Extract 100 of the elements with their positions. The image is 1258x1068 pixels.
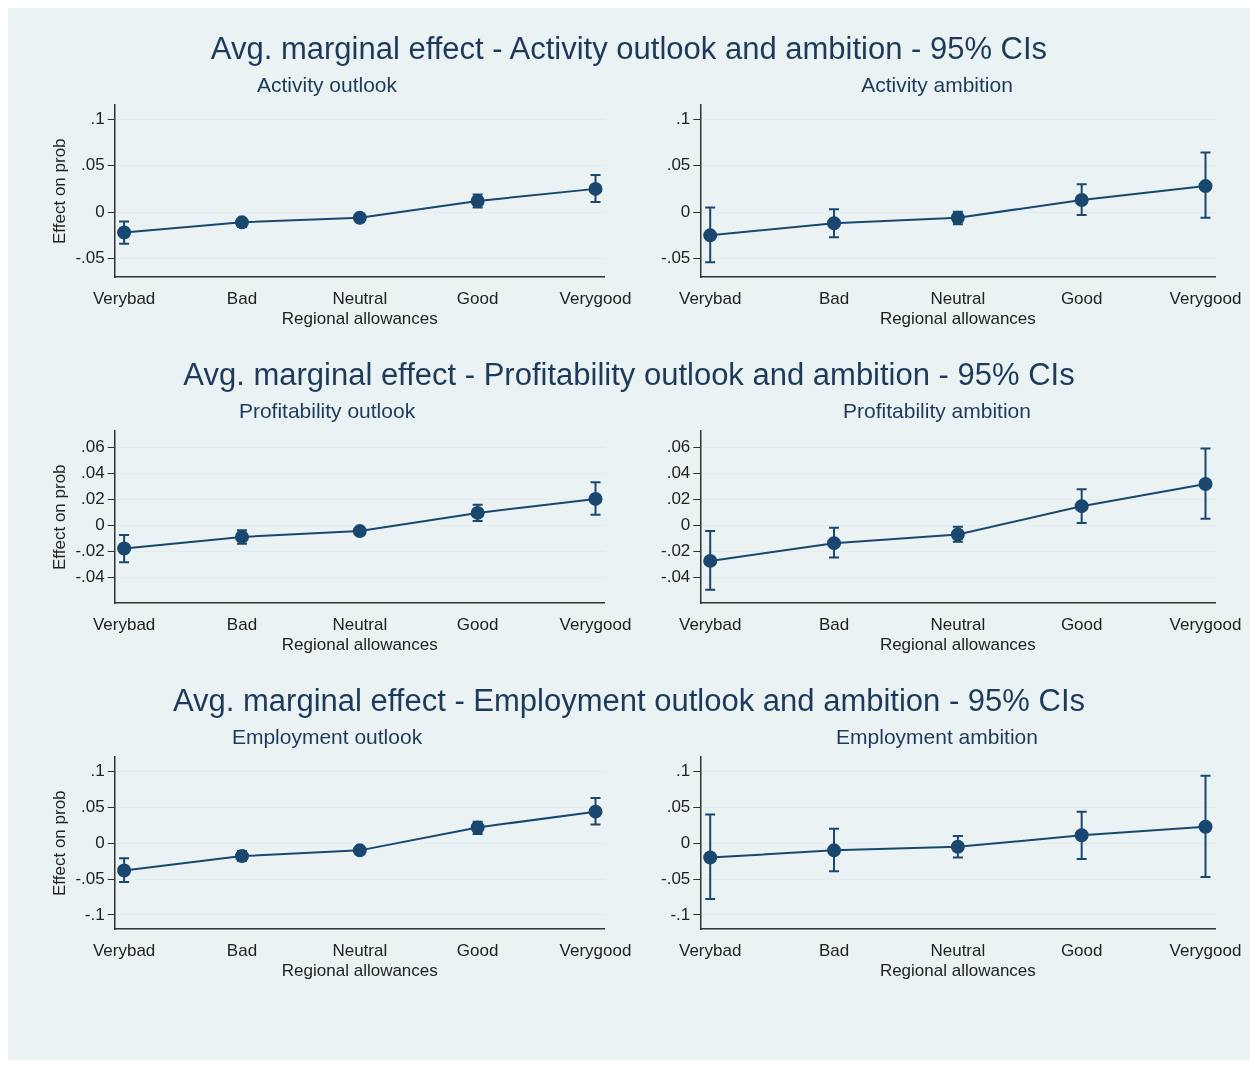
- point: [827, 536, 842, 551]
- x-tick-label: Bad: [818, 615, 850, 635]
- x-tick-label: Neutral: [332, 941, 388, 961]
- x-axis-title: Regional allowances: [879, 961, 1036, 981]
- point: [703, 228, 718, 243]
- y-tick-label: 0: [95, 201, 105, 221]
- x-axis-title: Regional allowances: [281, 961, 438, 981]
- y-tick-label: -.05: [75, 868, 105, 888]
- point: [1074, 193, 1089, 208]
- x-tick-label: Neutral: [930, 615, 986, 635]
- x-tick-label: Verybad: [679, 941, 742, 961]
- y-tick-label: .05: [666, 797, 691, 817]
- y-tick-label: .04: [81, 463, 105, 483]
- text: Avg. marginal effect - Employment outlook and ambition - 95% CIs: [171, 682, 1087, 720]
- y-tick-label: .1: [676, 108, 691, 128]
- x-axis-title: Regional allowances: [281, 309, 438, 329]
- y-tick-label: .1: [676, 761, 691, 781]
- x-tick-label: Neutral: [332, 615, 388, 635]
- chart-title: Profitability ambition: [843, 399, 1031, 423]
- x-tick-label: Verygood: [559, 615, 632, 635]
- point: [588, 491, 603, 506]
- y-tick-label: -.02: [661, 541, 691, 560]
- x-tick-label: Neutral: [332, 289, 388, 309]
- y-tick-label: .06: [666, 437, 691, 457]
- y-tick-label: .02: [81, 489, 105, 509]
- x-axis-title: Regional allowances: [281, 635, 438, 655]
- x-tick-label: Good: [456, 941, 499, 961]
- y-tick-label: -.1: [670, 904, 691, 924]
- point: [703, 850, 718, 865]
- point: [588, 181, 603, 196]
- point: [827, 216, 842, 231]
- point: [1074, 828, 1089, 843]
- y-tick-label: -.1: [84, 904, 105, 924]
- x-axis-title: Regional allowances: [879, 309, 1036, 329]
- y-axis-title: Effect on prob: [49, 790, 69, 896]
- chart-title: Activity ambition: [861, 73, 1013, 97]
- y-tick-label: .1: [90, 108, 105, 128]
- point: [1074, 499, 1089, 514]
- x-tick-label: Verygood: [1169, 941, 1242, 961]
- x-tick-label: Verygood: [1169, 289, 1242, 309]
- x-tick-label: Good: [1060, 941, 1103, 961]
- x-tick-label: Neutral: [930, 941, 986, 961]
- y-tick-label: .06: [81, 437, 105, 457]
- chart-title: Profitability outlook: [238, 399, 416, 423]
- chart-title: Employment outlook: [231, 725, 423, 749]
- y-tick-label: -.04: [75, 566, 105, 586]
- y-tick-label: -.05: [661, 248, 691, 268]
- x-tick-label: Good: [456, 289, 499, 309]
- x-tick-label: Bad: [818, 941, 850, 961]
- chart-title: Activity outlook: [256, 73, 398, 97]
- y-tick-label: 0: [95, 832, 105, 852]
- x-tick-label: Neutral: [930, 289, 986, 309]
- point: [1198, 476, 1213, 491]
- y-tick-label: .05: [81, 797, 105, 817]
- point: [117, 541, 132, 556]
- x-tick-label: Verygood: [559, 289, 632, 309]
- point: [117, 863, 132, 878]
- x-tick-label: Verybad: [92, 289, 156, 309]
- point: [827, 843, 842, 858]
- point: [352, 524, 367, 539]
- y-tick-label: .05: [666, 155, 691, 175]
- point: [352, 210, 367, 225]
- text: Avg. marginal effect - Profitability outlook and ambition - 95% CIs: [182, 356, 1076, 394]
- point: [950, 839, 965, 854]
- y-tick-label: 0: [95, 515, 105, 535]
- x-tick-label: Verygood: [559, 941, 632, 961]
- point: [703, 553, 718, 568]
- y-axis-title: Effect on prob: [49, 138, 69, 244]
- y-tick-label: -.02: [75, 541, 105, 560]
- x-tick-label: Verygood: [1169, 615, 1242, 635]
- point: [588, 804, 603, 819]
- x-tick-label: Good: [1060, 289, 1103, 309]
- x-tick-label: Verybad: [679, 615, 742, 635]
- point: [1198, 179, 1213, 194]
- y-tick-label: .05: [81, 155, 105, 175]
- y-tick-label: 0: [680, 515, 691, 535]
- x-tick-label: Good: [456, 615, 499, 635]
- x-tick-label: Verybad: [92, 941, 156, 961]
- x-tick-label: Bad: [226, 289, 258, 309]
- point: [117, 225, 132, 240]
- x-axis-title: Regional allowances: [879, 635, 1036, 655]
- y-axis-title: Effect on prob: [49, 464, 69, 570]
- y-tick-label: .04: [666, 463, 691, 483]
- text: Avg. marginal effect - Activity outlook and ambition - 95% CIs: [209, 30, 1049, 68]
- y-tick-label: -.05: [661, 868, 691, 888]
- point: [352, 843, 367, 858]
- y-tick-label: 0: [680, 832, 691, 852]
- y-tick-label: -.04: [661, 566, 691, 586]
- y-tick-label: .02: [666, 489, 691, 509]
- x-tick-label: Bad: [226, 941, 258, 961]
- x-tick-label: Verybad: [679, 289, 742, 309]
- chart-title: Employment ambition: [836, 725, 1038, 749]
- x-tick-label: Verybad: [92, 615, 156, 635]
- y-tick-label: 0: [680, 201, 691, 221]
- x-tick-label: Bad: [818, 289, 850, 309]
- x-tick-label: Bad: [226, 615, 258, 635]
- y-tick-label: .1: [90, 761, 105, 781]
- point: [1198, 819, 1213, 834]
- y-tick-label: -.05: [75, 248, 105, 268]
- x-tick-label: Good: [1060, 615, 1103, 635]
